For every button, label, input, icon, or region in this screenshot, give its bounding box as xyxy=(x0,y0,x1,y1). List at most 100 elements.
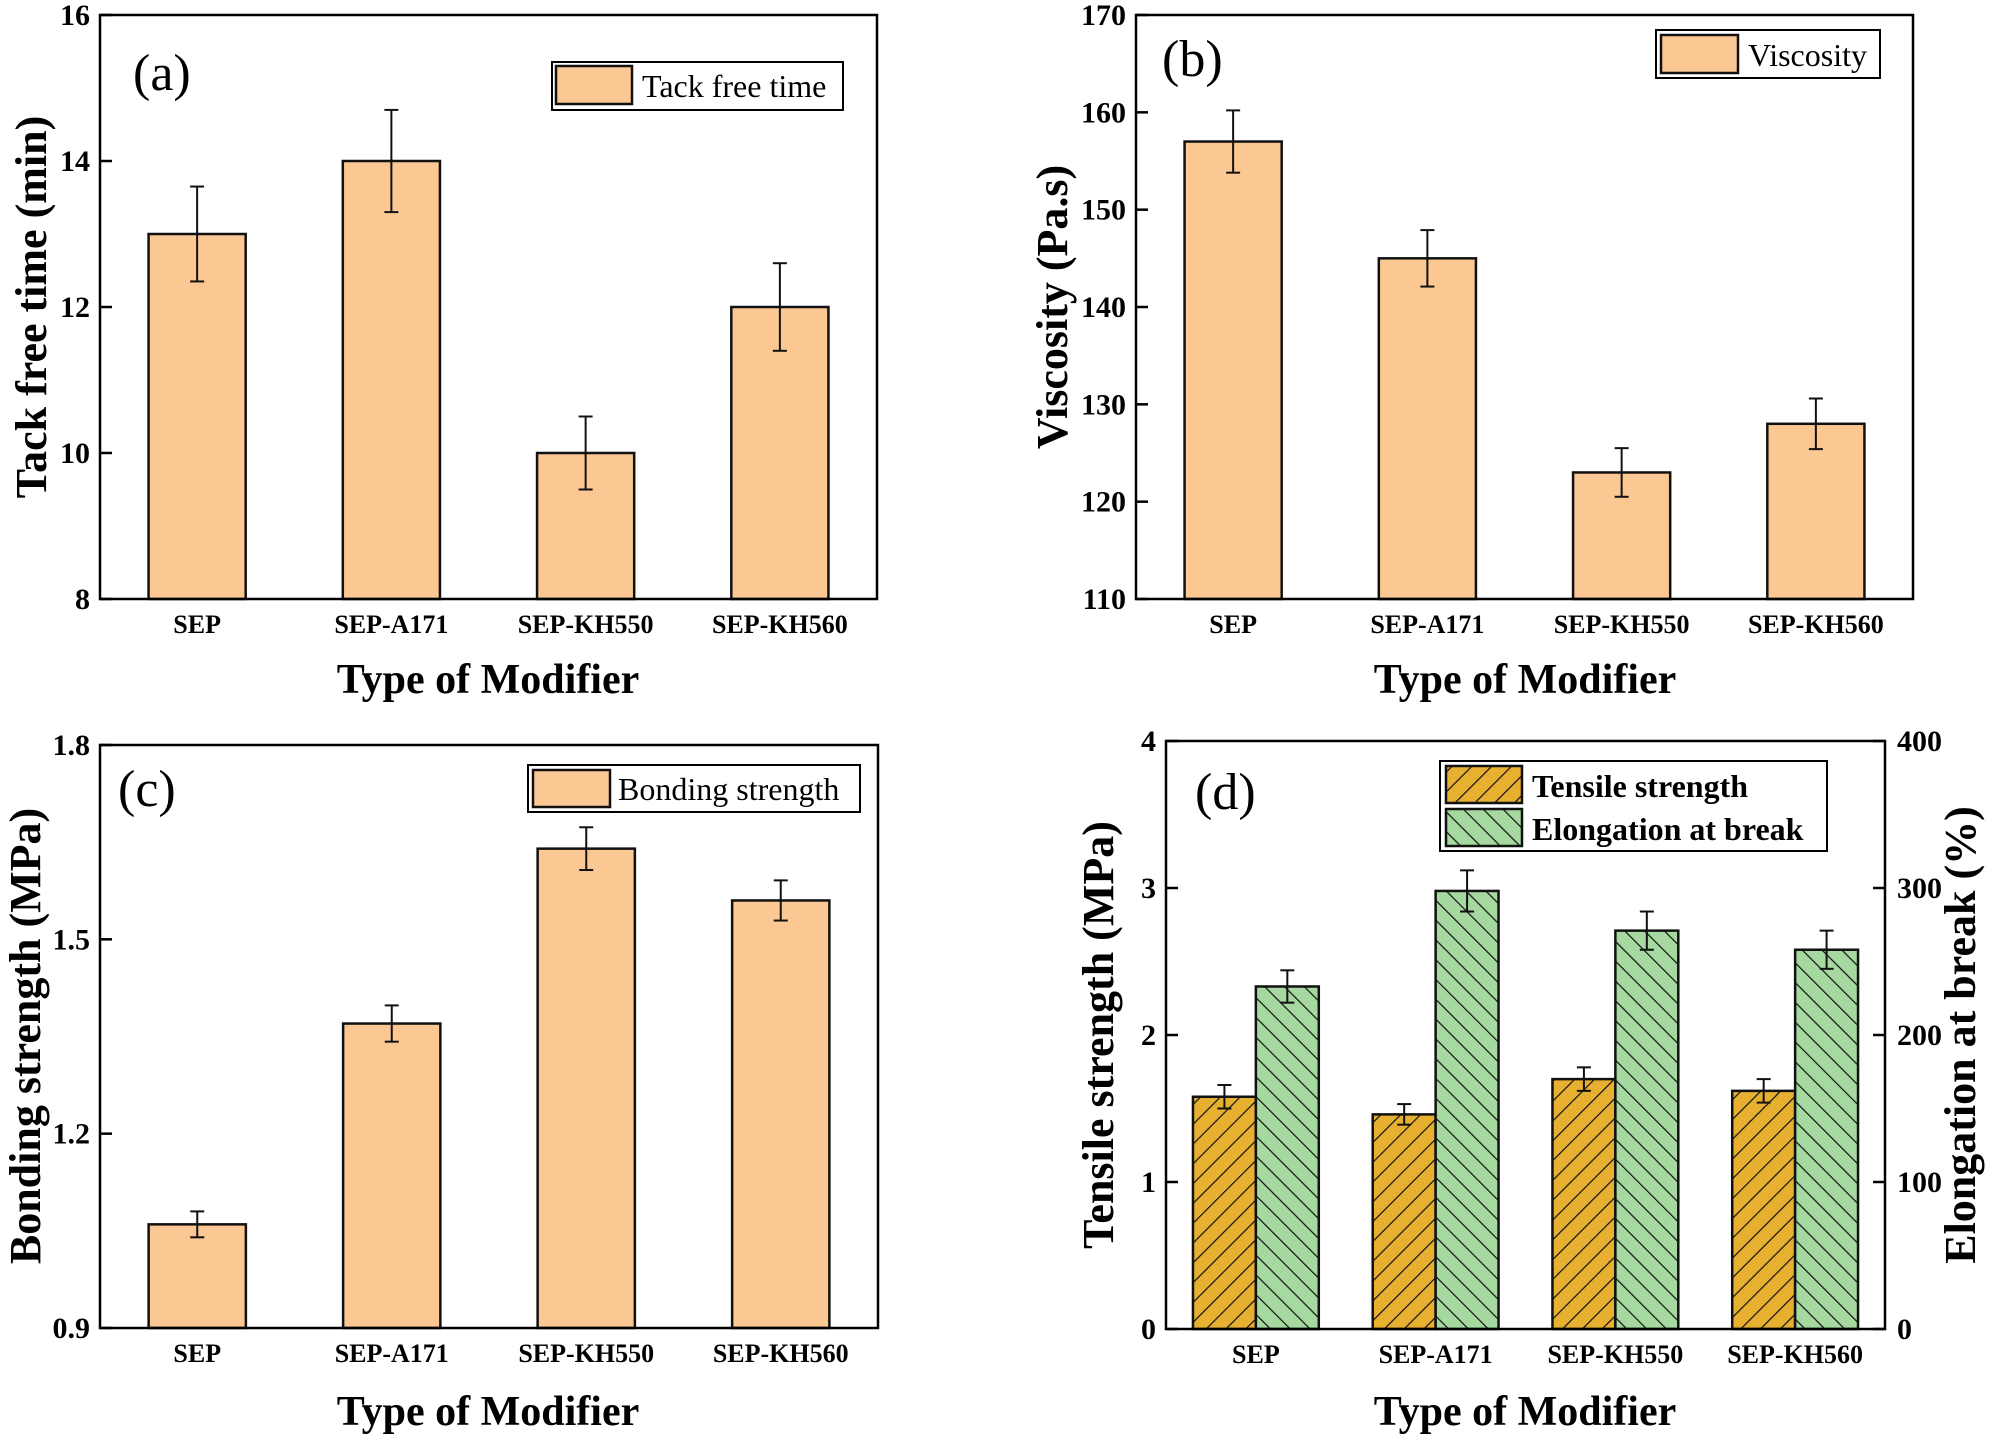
bar-sep-kh550 xyxy=(1571,471,1672,601)
bars xyxy=(147,108,830,601)
y-tick-label: 170 xyxy=(1081,0,1126,32)
x-tick-label: SEP-KH560 xyxy=(1748,610,1884,639)
bars xyxy=(1183,109,1866,601)
y-axis-title: Bonding strength (MPa) xyxy=(1,808,50,1264)
bar-sep-kh560 xyxy=(730,899,831,1330)
y-right-tick-label: 400 xyxy=(1897,725,1942,758)
bar-sep xyxy=(147,1223,248,1330)
y-ticks-left: 0 1 2 3 4 xyxy=(1141,725,1178,1346)
bar-sep-kh550 xyxy=(536,847,637,1330)
y-tick-label: 160 xyxy=(1081,96,1126,129)
x-tick-label: SEP-KH560 xyxy=(712,610,848,639)
bar-sep xyxy=(147,232,247,601)
legend: Tensile strength Elongation at break xyxy=(1439,760,1828,852)
y-axis-title: Tack free time (min) xyxy=(7,116,56,498)
legend-label: Tack free time xyxy=(642,68,826,104)
x-tick-label: SEP xyxy=(1232,1340,1280,1369)
panel-c-bonding-strength: 0.9 1.2 1.5 1.8 SEP SEP-A171 SEP-KH550 SEP-KH5… xyxy=(1,729,880,1435)
bars xyxy=(1191,869,1860,1331)
y-ticks-right: 0 100 200 300 400 xyxy=(1873,725,1942,1346)
legend-swatch xyxy=(1659,33,1740,75)
y-right-tick-label: 200 xyxy=(1897,1019,1942,1052)
y-tick-label: 4 xyxy=(1141,725,1156,758)
x-tick-label: SEP-KH560 xyxy=(1727,1340,1863,1369)
y-tick-label: 3 xyxy=(1141,872,1156,905)
x-tick-label: SEP-KH550 xyxy=(1547,1340,1683,1369)
bar-sep-a171 xyxy=(1377,257,1478,601)
y-tick-label: 1.5 xyxy=(53,923,91,956)
x-tick-label: SEP xyxy=(173,610,221,639)
legend-swatch-tensile xyxy=(1444,764,1524,805)
panel-b-viscosity: 110 120 130 140 150 160 170 SEP SEP-A171 SEP-KH5… xyxy=(1028,0,1915,703)
legend: Viscosity xyxy=(1655,29,1881,79)
y-tick-label: 14 xyxy=(60,145,90,178)
y-tick-label: 2 xyxy=(1141,1019,1156,1052)
y-ticks: 110 120 130 140 150 160 170 xyxy=(1081,0,1148,616)
plot-frame xyxy=(98,743,880,1330)
bar-sep xyxy=(1183,140,1283,601)
y-tick-label: 16 xyxy=(60,0,90,32)
tensile-bar-sep-a171 xyxy=(1371,1113,1437,1331)
x-axis-title: Type of Modifier xyxy=(337,1389,640,1435)
y-tick-label: 0 xyxy=(1141,1313,1156,1346)
x-tick-label: SEP-KH550 xyxy=(518,610,654,639)
y-axis-title-right: Elongation at break (%) xyxy=(1936,806,1985,1264)
y-tick-label: 0.9 xyxy=(53,1312,91,1345)
y-tick-label: 1.2 xyxy=(53,1118,91,1151)
y-tick-label: 150 xyxy=(1081,194,1126,227)
legend-label: Viscosity xyxy=(1748,37,1867,73)
x-tick-label: SEP xyxy=(1209,610,1257,639)
x-tick-labels: SEP SEP-A171 SEP-KH550 SEP-KH560 xyxy=(173,1339,848,1368)
x-tick-label: SEP xyxy=(173,1339,221,1368)
y-right-tick-label: 300 xyxy=(1897,872,1942,905)
y-tick-label: 8 xyxy=(75,583,90,616)
elongation-bar-sep-kh560 xyxy=(1793,948,1860,1331)
tensile-bar-sep-kh550 xyxy=(1551,1077,1617,1331)
legend-label: Bonding strength xyxy=(618,771,839,807)
x-tick-label: SEP-KH560 xyxy=(713,1339,849,1368)
x-axis-title: Type of Modifier xyxy=(337,657,640,703)
y-ticks: 8 10 12 14 16 xyxy=(60,0,112,616)
elongation-bar-sep-a171 xyxy=(1434,889,1500,1331)
bar-sep-a171 xyxy=(341,1022,442,1330)
y-axis-title: Viscosity (Pa.s) xyxy=(1028,165,1077,449)
y-tick-label: 12 xyxy=(60,291,90,324)
elongation-bar-sep xyxy=(1254,985,1321,1331)
legend-swatch xyxy=(531,768,612,809)
x-tick-labels: SEP SEP-A171 SEP-KH550 SEP-KH560 xyxy=(173,610,847,639)
y-tick-label: 1.8 xyxy=(53,729,91,762)
tensile-bar-sep-kh560 xyxy=(1730,1089,1797,1331)
x-tick-label: SEP-KH550 xyxy=(1554,610,1690,639)
y-ticks: 0.9 1.2 1.5 1.8 xyxy=(53,729,112,1345)
y-tick-label: 110 xyxy=(1083,583,1126,616)
tensile-bar-sep xyxy=(1191,1095,1258,1331)
legend-label-elongation: Elongation at break xyxy=(1532,811,1804,847)
bar-sep-kh560 xyxy=(1766,422,1866,601)
legend-swatch xyxy=(554,64,634,106)
panel-d-tensile-elongation: 0 1 2 3 4 0 100 200 300 400 SEP SEP-A171 SEP-KH550… xyxy=(1074,725,1985,1435)
y-right-tick-label: 100 xyxy=(1897,1166,1942,1199)
panel-label: (d) xyxy=(1195,764,1256,821)
y-tick-label: 120 xyxy=(1081,486,1126,519)
panel-label: (b) xyxy=(1162,31,1223,88)
panel-label: (c) xyxy=(118,761,176,818)
elongation-bar-sep-kh550 xyxy=(1614,929,1680,1331)
y-tick-label: 140 xyxy=(1081,291,1126,324)
legend-label-tensile: Tensile strength xyxy=(1532,768,1748,804)
x-tick-label: SEP-A171 xyxy=(334,610,448,639)
x-axis-title: Type of Modifier xyxy=(1374,1389,1677,1435)
bars xyxy=(147,826,831,1330)
y-right-tick-label: 0 xyxy=(1897,1313,1912,1346)
x-tick-labels: SEP SEP-A171 SEP-KH550 SEP-KH560 xyxy=(1209,610,1883,639)
x-tick-label: SEP-A171 xyxy=(335,1339,449,1368)
x-tick-labels: SEP SEP-A171 SEP-KH550 SEP-KH560 xyxy=(1232,1340,1863,1369)
bar-sep-a171 xyxy=(341,159,442,601)
y-tick-label: 10 xyxy=(60,437,90,470)
legend: Tack free time xyxy=(551,61,844,111)
legend-swatch-elongation xyxy=(1444,807,1524,848)
y-tick-label: 1 xyxy=(1141,1166,1156,1199)
x-axis-title: Type of Modifier xyxy=(1374,657,1677,703)
x-tick-label: SEP-A171 xyxy=(1379,1340,1493,1369)
